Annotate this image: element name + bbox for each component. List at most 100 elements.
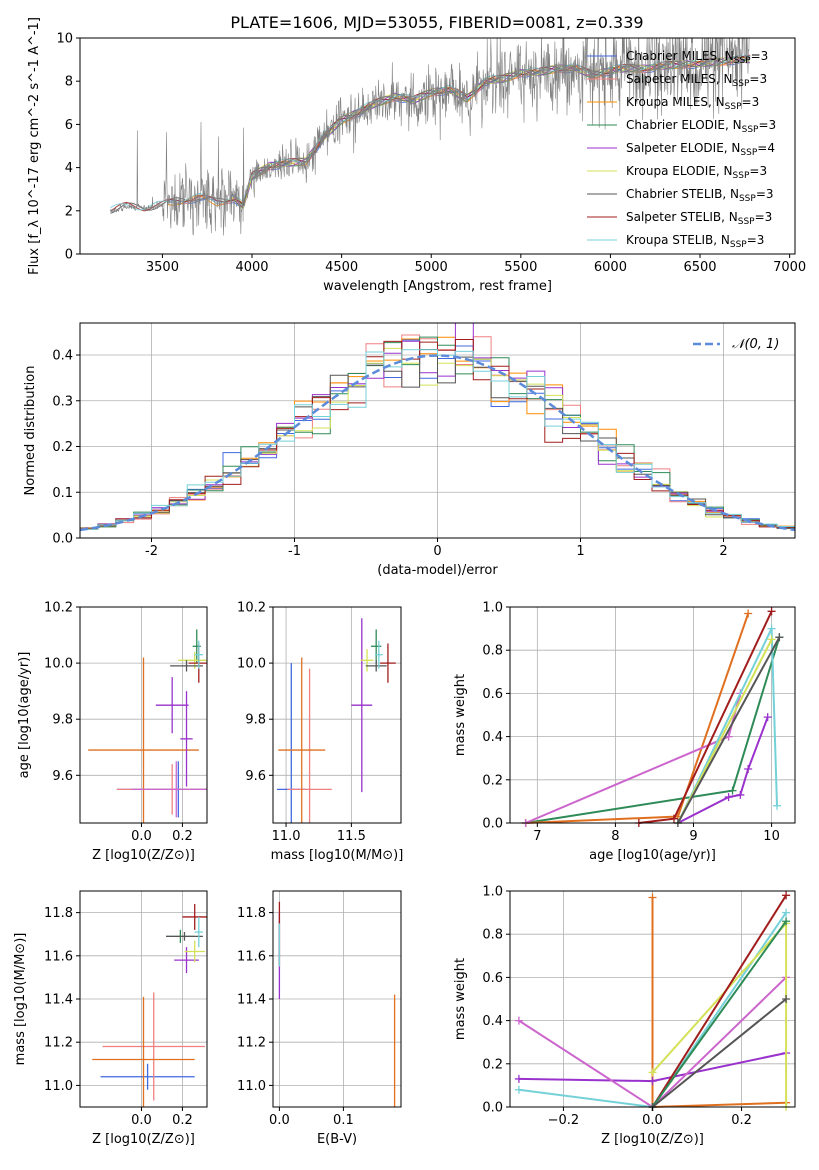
y-tick-label: 11.6 — [44, 949, 73, 964]
y-tick-label: 11.8 — [237, 906, 266, 921]
x-tick-label: 11.0 — [272, 829, 301, 844]
x-tick-label: 0.0 — [269, 1113, 290, 1128]
weight-marker — [767, 624, 776, 633]
weight-marker — [782, 908, 791, 917]
y-tick-label: 0.1 — [52, 486, 73, 501]
legend: Chabrier MILES, NSSP=3 Salpeter MILES, NS… — [587, 49, 776, 250]
y-tick-label: 11.6 — [237, 949, 266, 964]
spectrum-panel: Chabrier MILES, NSSP=3 Salpeter MILES, NS… — [27, 17, 806, 294]
axes-frame — [79, 37, 796, 255]
weight-line — [677, 636, 781, 824]
x-axis-label: Z [log10(Z/Z⊙)] — [601, 1132, 704, 1147]
y-axis-label: Flux [f_λ 10^-17 erg cm^-2 s^-1 A^-1] — [27, 17, 42, 275]
errorbar-area — [276, 618, 396, 823]
y-tick-label: 11.0 — [237, 1079, 266, 1094]
weight-marker — [514, 1074, 523, 1083]
mass-weight-vs-age-panel: 7 8 9 10 0.0 0.2 0.4 0.6 0.8 1.0 age [log10(age/yr… — [453, 601, 796, 863]
x-tick-label: −0.2 — [548, 1113, 580, 1128]
y-tick-label: 2 — [65, 204, 73, 219]
y-tick-label: 10.2 — [237, 601, 266, 616]
gaussian-curve — [80, 354, 795, 532]
y-tick-label: 0.8 — [482, 928, 503, 943]
x-axis-label: Z [log10(Z/Z⊙)] — [92, 1132, 195, 1147]
weight-marker — [763, 713, 772, 722]
weight-marker — [648, 1068, 657, 1077]
weight-marker — [767, 635, 776, 644]
data-spectrum-line — [110, 38, 750, 236]
y-tick-label: 1.0 — [482, 885, 503, 900]
x-tick-label: 6500 — [683, 260, 716, 275]
mass-weight-vs-metallicity-panel: −0.2 0.0 0.2 0.0 0.2 0.4 0.6 0.8 1.0 Z [log10(Z/Z… — [453, 885, 796, 1147]
y-tick-label: 0.2 — [482, 1057, 503, 1072]
y-tick-label: 4 — [65, 161, 73, 176]
x-axis-label: wavelength [Angstrom, rest frame] — [323, 279, 552, 294]
x-axis-label: (data-model)/error — [377, 563, 498, 578]
weight-marker — [648, 1077, 657, 1086]
weight-marker — [724, 793, 733, 802]
x-tick-label: 0.0 — [131, 829, 152, 844]
x-tick-label: 11.5 — [337, 829, 366, 844]
y-tick-label: 10.2 — [44, 601, 73, 616]
y-tick-label: 0.4 — [482, 1014, 503, 1029]
weight-marker — [782, 891, 791, 900]
legend-entry: Salpeter STELIB, NSSP=3 — [626, 210, 772, 227]
legend-entry: Kroupa STELIB, NSSP=3 — [626, 233, 764, 250]
mass-vs-ebv-panel: 0.0 0.1 11.0 11.2 11.4 11.6 11.8 E(B-V) — [237, 890, 402, 1147]
legend-entry: Kroupa ELODIE, NSSP=3 — [626, 164, 767, 181]
y-axis-label: mass weight — [453, 674, 468, 756]
x-tick-label: 0.0 — [642, 1113, 663, 1128]
y-axis-label: mass [log10(M/M⊙)] — [13, 933, 28, 1066]
errorbar-area — [278, 901, 396, 1107]
x-tick-label: 5500 — [504, 260, 537, 275]
y-tick-label: 0.4 — [52, 349, 73, 364]
x-tick-label: -1 — [288, 544, 301, 559]
weight-marker — [514, 1085, 523, 1094]
x-axis-label: age [log10(age/yr)] — [589, 848, 716, 863]
spectrum-plot-area — [110, 38, 751, 236]
y-tick-label: 11.4 — [237, 993, 266, 1008]
weight-marker — [773, 801, 782, 810]
model-spectrum-line — [110, 54, 751, 211]
errorbar-area — [88, 629, 207, 823]
legend-entry: Salpeter MILES, NSSP=3 — [626, 72, 767, 89]
x-axis-label: E(B-V) — [317, 1132, 357, 1147]
histogram-area — [80, 323, 795, 538]
weight-marker — [728, 786, 737, 795]
x-tick-label: 10 — [763, 829, 780, 844]
y-tick-label: 9.6 — [245, 769, 266, 784]
legend-entry: Kroupa MILES, NSSP=3 — [626, 95, 759, 112]
age-vs-mass-panel: 11.0 11.5 9.6 9.8 10.0 10.2 mass [log10(M/M⊙)] — [237, 601, 403, 864]
y-tick-label: 1.0 — [482, 601, 503, 616]
weight-line — [651, 894, 787, 1108]
y-tick-label: 0.4 — [482, 730, 503, 745]
x-axis-label: Z [log10(Z/Z⊙)] — [92, 848, 195, 863]
weight-marker — [648, 893, 657, 902]
weight-marker — [736, 790, 745, 799]
legend-entry: Chabrier ELODIE, NSSP=3 — [626, 118, 776, 135]
x-tick-label: 7 — [533, 829, 541, 844]
axes-frame — [272, 606, 402, 824]
mass-vs-metallicity-panel: 0.0 0.2 11.0 11.2 11.4 11.6 11.8 Z [log10(Z/Z⊙)… — [13, 890, 208, 1147]
x-tick-label: 2 — [719, 544, 727, 559]
x-tick-label: 8 — [611, 829, 619, 844]
weight-marker — [767, 607, 776, 616]
axes-frame — [79, 606, 208, 824]
x-tick-label: 5000 — [415, 260, 448, 275]
weight-marker — [744, 765, 753, 773]
x-tick-label: 0.1 — [333, 1113, 354, 1128]
y-tick-label: 11.8 — [44, 906, 73, 921]
figure-title: PLATE=1606, MJD=53055, FIBERID=0081, z=0… — [230, 13, 643, 32]
age-vs-metallicity-panel: 0.0 0.2 9.6 9.8 10.0 10.2 Z [log10(Z/Z⊙)] age [… — [17, 601, 208, 863]
x-tick-label: 1 — [576, 544, 584, 559]
x-tick-label: 0 — [433, 544, 441, 559]
y-tick-label: 0.6 — [482, 687, 503, 702]
weight-marker — [775, 633, 784, 642]
y-tick-label: 10 — [56, 32, 73, 47]
weight-marker — [514, 1016, 523, 1025]
legend-entry: 𝒩(0, 1) — [732, 337, 779, 352]
weight-line — [651, 920, 787, 1108]
y-tick-label: 11.2 — [237, 1036, 266, 1051]
y-tick-label: 0.8 — [482, 644, 503, 659]
y-tick-label: 0.2 — [52, 440, 73, 455]
x-tick-label: -2 — [145, 544, 158, 559]
